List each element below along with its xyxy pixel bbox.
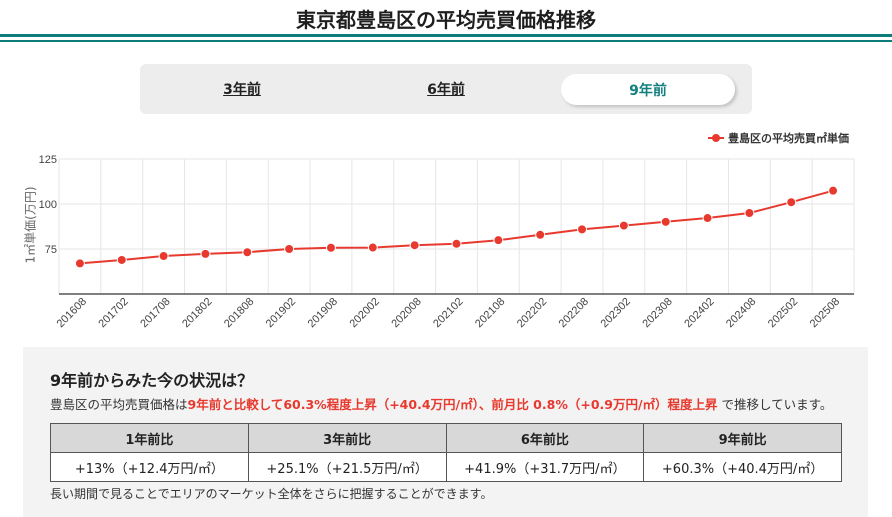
summary-panel: 9年前からみた今の状況は？ 豊島区の平均売買価格は9年前と比較して60.3%程度… xyxy=(23,347,868,517)
x-tick-label: 202308 xyxy=(640,296,674,330)
x-tick-label: 201702 xyxy=(96,296,130,330)
data-point xyxy=(284,244,295,254)
data-point xyxy=(577,224,588,235)
cell-9-years: +60.3%（+40.4万円/㎡） xyxy=(643,452,842,482)
header-1-year: 1年前比 xyxy=(50,423,249,453)
tab-3-years[interactable]: 3年前 xyxy=(223,82,261,98)
data-point xyxy=(74,258,85,269)
summary-note: 長い期間で見ることでエリアのマーケット全体をさらに把握することができます。 xyxy=(50,487,493,501)
y-tick-label: 75 xyxy=(45,244,57,256)
x-tick-label: 202008 xyxy=(389,296,423,330)
header-6-years: 6年前比 xyxy=(445,423,645,453)
tab-9-years[interactable]: 9年前 xyxy=(561,74,735,105)
header-9-years: 9年前比 xyxy=(643,423,842,453)
data-point xyxy=(451,238,462,249)
y-tick-label: 125 xyxy=(39,154,57,166)
data-point xyxy=(116,254,127,265)
title-underline-thick xyxy=(0,34,892,37)
summary-heading: 9年前からみた今の状況は？ xyxy=(50,371,254,390)
data-point xyxy=(367,242,378,253)
data-point xyxy=(200,248,211,259)
table-header-row: 1年前比 3年前比 6年前比 9年前比 xyxy=(50,423,842,453)
chart-legend[interactable]: 豊島区の平均売買㎡単価 xyxy=(708,131,849,145)
cell-1-year: +13%（+12.4万円/㎡） xyxy=(50,452,249,482)
cell-3-years: +25.1%（+21.5万円/㎡） xyxy=(247,452,447,482)
legend-label: 豊島区の平均売買㎡単価 xyxy=(728,132,849,145)
x-tick-label: 202402 xyxy=(682,296,716,330)
y-tick-label: 100 xyxy=(39,199,57,211)
summary-text: 豊島区の平均売買価格は9年前と比較して60.3%程度上昇（+40.4万円/㎡）、… xyxy=(50,394,832,413)
x-tick-label: 201708 xyxy=(138,296,172,330)
x-tick-label: 202102 xyxy=(431,296,465,330)
x-tick-label: 201608 xyxy=(55,296,89,330)
legend-line-marker-icon xyxy=(708,133,724,143)
x-tick-label: 202208 xyxy=(557,296,591,330)
x-tick-label: 202108 xyxy=(473,296,507,330)
summary-text-prefix: 豊島区の平均売買価格は xyxy=(50,397,188,412)
data-point xyxy=(744,208,755,218)
x-tick-label: 202508 xyxy=(808,296,842,330)
data-point xyxy=(828,185,839,196)
x-tick-label: 202502 xyxy=(766,296,800,330)
x-tick-label: 201908 xyxy=(306,296,340,330)
x-tick-label: 202002 xyxy=(347,296,381,330)
data-point xyxy=(242,247,253,258)
data-line xyxy=(79,189,834,265)
x-tick-label: 201902 xyxy=(264,296,298,330)
page-title: 東京都豊島区の平均売買価格推移 xyxy=(296,8,596,32)
data-point xyxy=(409,240,420,251)
x-tick-label: 202408 xyxy=(724,296,758,330)
data-point xyxy=(786,197,797,208)
tab-6-years[interactable]: 6年前 xyxy=(427,82,465,98)
data-point xyxy=(618,220,629,231)
summary-text-highlight: 9年前と比較して60.3%程度上昇（+40.4万円/㎡）、前月比 0.8%（+0… xyxy=(187,397,718,412)
legend-dot xyxy=(712,134,720,142)
data-point xyxy=(535,229,546,240)
x-tick-label: 202302 xyxy=(599,296,633,330)
table-row: +13%（+12.4万円/㎡） +25.1%（+21.5万円/㎡） +41.9%… xyxy=(50,452,842,482)
x-tick-label: 201808 xyxy=(222,296,256,330)
comparison-table: 1年前比 3年前比 6年前比 9年前比 +13%（+12.4万円/㎡） +25.… xyxy=(50,423,842,482)
x-tick-label: 202202 xyxy=(515,296,549,330)
header-3-years: 3年前比 xyxy=(247,423,447,453)
period-tab-group: 3年前 6年前 9年前 xyxy=(140,64,752,114)
data-point xyxy=(493,235,504,246)
title-underline-thin xyxy=(0,40,892,42)
summary-text-suffix: で推移しています。 xyxy=(717,397,833,412)
data-point xyxy=(660,216,671,227)
data-point xyxy=(325,242,336,253)
x-tick-label: 201802 xyxy=(180,296,214,330)
cell-6-years: +41.9%（+31.7万円/㎡） xyxy=(445,452,645,482)
data-point xyxy=(158,251,169,262)
data-point xyxy=(702,213,713,224)
